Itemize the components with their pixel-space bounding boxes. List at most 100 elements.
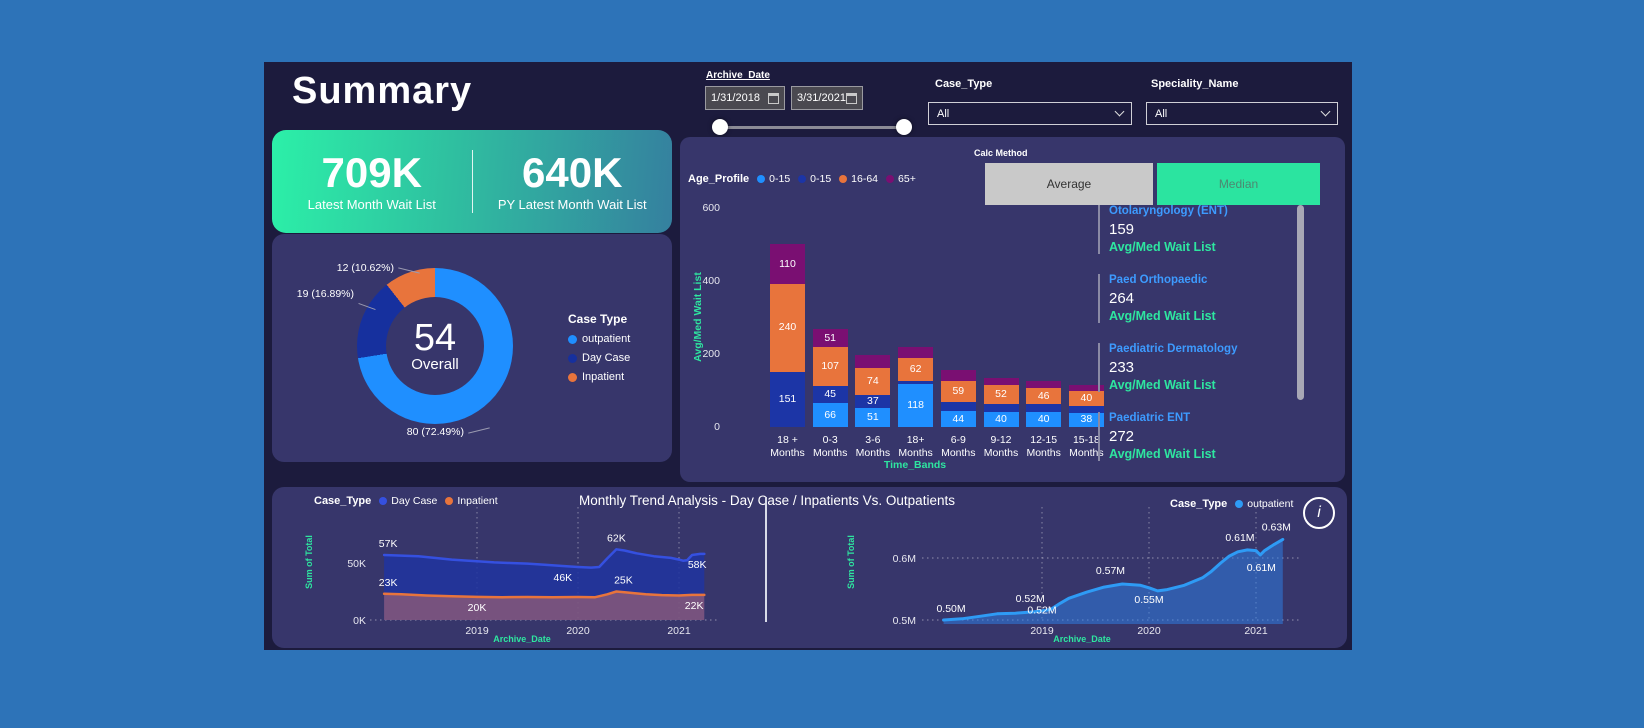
bar-segment[interactable]: [898, 347, 934, 359]
speciality-dropdown[interactable]: All: [1146, 102, 1338, 125]
bar-segment[interactable]: 40: [1026, 412, 1062, 427]
wait-list-scrollbar[interactable]: [1297, 205, 1304, 400]
wait-list-item[interactable]: Paediatric ENT 272 Avg/Med Wait List: [1098, 412, 1320, 461]
donut-legend-title: Case Type: [568, 312, 628, 326]
donut-ring[interactable]: 54 Overall: [357, 268, 513, 424]
donut-label-daycase: 19 (16.89%): [296, 288, 354, 300]
wait-list-value: 159: [1109, 221, 1135, 238]
average-button[interactable]: Average: [985, 163, 1153, 205]
bar-segment[interactable]: 46: [1026, 387, 1062, 405]
bar-segment[interactable]: 45: [812, 386, 848, 403]
calendar-icon[interactable]: [768, 92, 779, 104]
case-type-dropdown[interactable]: All: [928, 102, 1132, 125]
leader-line: [468, 427, 490, 434]
legend-label: outpatient: [1247, 498, 1294, 510]
legend-item[interactable]: Inpatient: [568, 371, 630, 383]
bar-segment[interactable]: [940, 402, 976, 411]
kpi-latest: 709K Latest Month Wait List: [272, 130, 472, 233]
trend-left-legend-title: Case_Type: [314, 495, 372, 507]
end-date-input[interactable]: 3/31/2021: [791, 86, 863, 110]
bar-segment[interactable]: [1026, 381, 1062, 388]
trend-left-x-title: Archive_Date: [493, 634, 551, 644]
svg-text:0K: 0K: [353, 615, 366, 627]
legend-item[interactable]: outpatient: [568, 333, 630, 345]
legend-item[interactable]: 65+: [886, 173, 916, 185]
slider-handle-start[interactable]: [712, 119, 728, 135]
bar-segment[interactable]: 51: [855, 408, 891, 427]
legend-item[interactable]: outpatient: [1235, 498, 1293, 510]
bar-segment[interactable]: 51: [812, 328, 848, 348]
donut-total-label: Overall: [411, 355, 459, 373]
kpi-divider: [471, 150, 473, 213]
legend-label: Inpatient: [582, 371, 625, 383]
legend-item[interactable]: Inpatient: [445, 495, 498, 507]
donut-legend: Case Type outpatient Day Case Inpatient: [568, 312, 630, 383]
bar-segment[interactable]: 38: [1068, 413, 1104, 427]
wait-list-item[interactable]: Paediatric Dermatology 233 Avg/Med Wait Li…: [1098, 343, 1320, 392]
bar-category-label: 6-9 Months: [941, 434, 976, 459]
wait-list-item[interactable]: Otolaryngology (ENT) 159 Avg/Med Wait List: [1098, 205, 1320, 254]
trend-right-y-title: Sum of Total: [846, 535, 856, 589]
date-range-slider[interactable]: [712, 118, 912, 136]
bar-segment[interactable]: [983, 404, 1019, 413]
bar-segment[interactable]: [1068, 384, 1104, 392]
bar-segment[interactable]: 40: [983, 412, 1019, 427]
daycase-inpatient-chart[interactable]: 2019 2020 2021 0K 50K 57K 23K 20K 46K 62K 25K 58K 22…: [330, 505, 720, 653]
bar-segment[interactable]: 66: [812, 402, 848, 427]
bar-segment[interactable]: 151: [770, 371, 805, 427]
bar-segment[interactable]: [983, 378, 1019, 386]
bar-y-tick: 0: [714, 421, 720, 433]
bar-y-axis-title: Avg/Med Wait List: [692, 272, 704, 362]
end-date-value: 3/31/2021: [797, 92, 846, 104]
bar-category-label: 18+ Months: [898, 434, 933, 459]
svg-text:2021: 2021: [1244, 625, 1268, 637]
info-icon[interactable]: i: [1303, 497, 1335, 529]
bar-segment[interactable]: 240: [770, 284, 805, 372]
slider-handle-end[interactable]: [896, 119, 912, 135]
bar-segment[interactable]: [1068, 405, 1104, 414]
bar-segment[interactable]: 74: [855, 367, 891, 395]
wait-list-value: 272: [1109, 428, 1135, 445]
bar-segment[interactable]: 59: [940, 380, 976, 403]
trend-title: Monthly Trend Analysis - Day Case / Inpa…: [579, 493, 955, 508]
slider-track[interactable]: [718, 126, 906, 129]
legend-item[interactable]: Day Case: [379, 495, 437, 507]
wait-list-metric-label: Avg/Med Wait List: [1109, 240, 1216, 254]
legend-dot-icon: [839, 175, 848, 183]
median-button[interactable]: Median: [1157, 163, 1320, 205]
calendar-icon[interactable]: [846, 92, 857, 104]
bar-segment[interactable]: 44: [940, 410, 976, 427]
legend-item[interactable]: 0-15: [757, 173, 790, 185]
bar-segment[interactable]: 62: [898, 358, 934, 381]
speciality-label: Speciality_Name: [1151, 78, 1239, 90]
wait-list-item[interactable]: Paed Orthopaedic 264 Avg/Med Wait List: [1098, 274, 1320, 323]
bar-segment[interactable]: 37: [855, 394, 891, 409]
legend-dot-icon: [798, 175, 807, 183]
legend-label: Day Case: [391, 495, 438, 507]
bar-segment[interactable]: 118: [898, 383, 934, 427]
legend-item[interactable]: 0-15: [798, 173, 831, 185]
bar-segment[interactable]: [898, 381, 934, 384]
bar-category-label: 0-3 Months: [812, 434, 848, 459]
legend-item[interactable]: 16-64: [839, 173, 878, 185]
bar-segment[interactable]: [940, 370, 976, 381]
bar-category-label: 18 + Months: [770, 434, 805, 459]
wait-list-metric-label: Avg/Med Wait List: [1109, 378, 1216, 392]
speciality-name: Otolaryngology (ENT): [1109, 205, 1228, 217]
legend-dot-icon: [886, 175, 895, 183]
svg-text:0.50M: 0.50M: [936, 603, 965, 615]
bar-segment[interactable]: 107: [812, 347, 848, 387]
bar-segment[interactable]: [855, 355, 891, 368]
legend-label: Inpatient: [457, 495, 498, 507]
start-date-input[interactable]: 1/31/2018: [705, 86, 785, 110]
bar-segment[interactable]: 110: [770, 244, 805, 285]
svg-text:57K: 57K: [379, 538, 398, 550]
legend-item[interactable]: Day Case: [568, 352, 630, 364]
legend-dot-icon: [757, 175, 766, 183]
wait-list-value: 233: [1109, 359, 1135, 376]
bar-segment[interactable]: [1026, 404, 1062, 413]
svg-text:50K: 50K: [347, 558, 366, 570]
bar-segment[interactable]: 52: [983, 385, 1019, 405]
bar-segment[interactable]: 40: [1068, 391, 1104, 406]
